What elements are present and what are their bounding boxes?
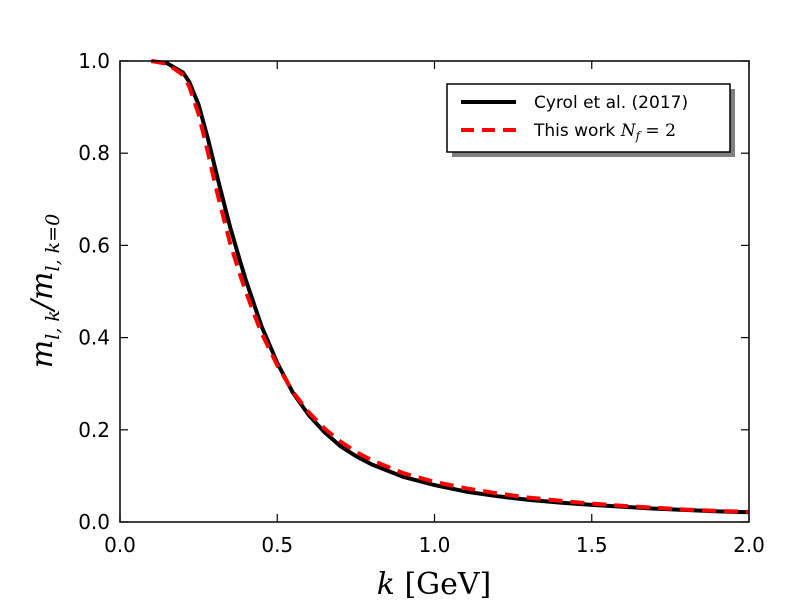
y-tick-label: 1.0	[78, 49, 110, 73]
legend-label-cyrol: Cyrol et al. (2017)	[534, 93, 688, 113]
series-line-1	[151, 59, 750, 514]
x-tick-label: 1.0	[419, 533, 451, 557]
axis-ticks: 0.0 0.5 1.0 1.5 2.0 0.0 0.2 0.4 0.6 0.8 1.0	[78, 49, 765, 557]
y-tick-label: 0.8	[78, 141, 110, 165]
y-tick-label: 0.4	[78, 326, 110, 350]
y-tick-label: 0.0	[78, 510, 110, 534]
legend-box	[446, 83, 731, 153]
x-tick-label: 0.5	[261, 533, 293, 557]
x-tick-label: 1.5	[576, 533, 608, 557]
x-axis-label: k [GeV]	[377, 567, 492, 602]
x-tick-label: 2.0	[733, 533, 765, 557]
series-line-0	[151, 59, 750, 515]
legend-label-this-work: This work Nf = 2	[533, 121, 676, 143]
legend: Cyrol et al. (2017) This work Nf = 2	[446, 83, 735, 157]
y-axis-label: ml, k/ml, k=0	[25, 214, 64, 368]
y-tick-label: 0.6	[78, 233, 110, 257]
y-tick-label: 0.2	[78, 418, 110, 442]
x-tick-label: 0.0	[104, 533, 136, 557]
plot-curves	[151, 59, 750, 515]
